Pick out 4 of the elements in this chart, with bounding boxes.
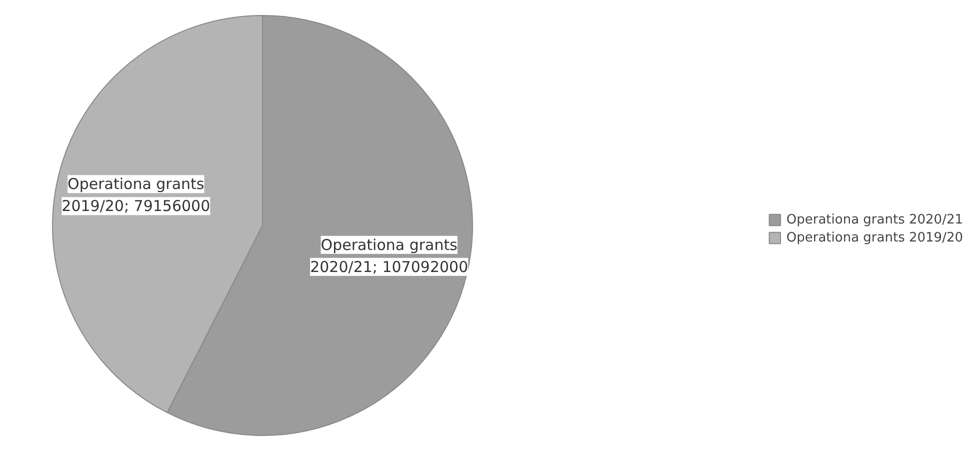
- legend-label: Operationa grants 2019/20: [786, 230, 963, 245]
- legend-label: Operationa grants 2020/21: [786, 212, 963, 227]
- data-label: Operationa grants 2020/21; 107092000: [310, 236, 468, 276]
- data-label: Operationa grants 2019/20; 79156000: [62, 175, 210, 216]
